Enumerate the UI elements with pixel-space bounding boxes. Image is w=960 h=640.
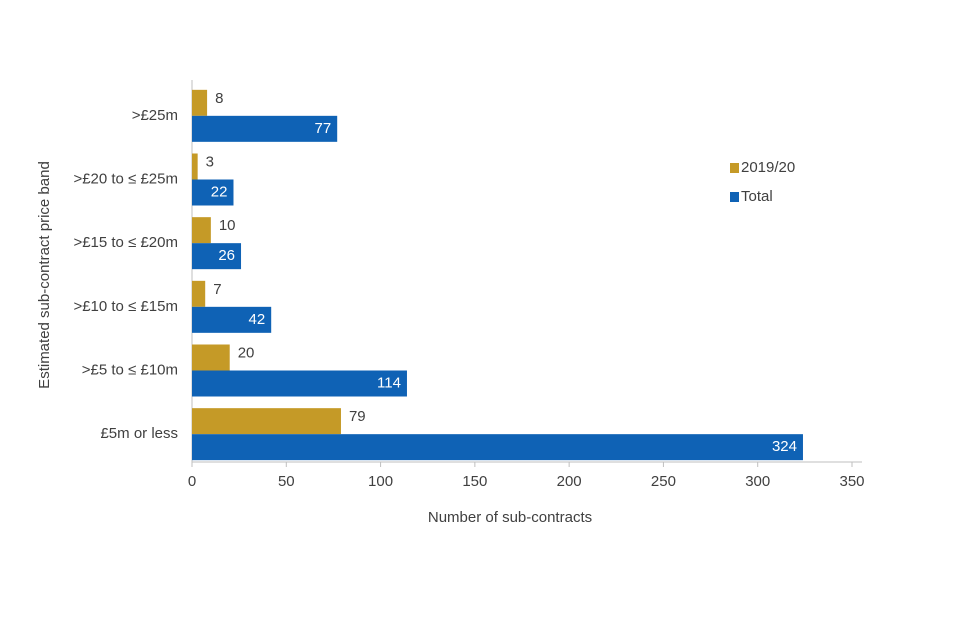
- bar: [192, 179, 234, 206]
- y-axis-label: Estimated sub-contract price band: [36, 161, 53, 389]
- bar: [192, 153, 198, 180]
- x-tick-label: 50: [278, 473, 295, 490]
- y-tick-label: >£5 to ≤ £10m: [82, 361, 178, 378]
- value-label: 26: [218, 247, 235, 264]
- legend-label: Total: [741, 188, 773, 205]
- value-label: 20: [238, 344, 255, 361]
- value-label: 3: [206, 153, 214, 170]
- bar: [192, 306, 272, 333]
- bar: [192, 243, 242, 270]
- x-axis-label: Number of sub-contracts: [428, 509, 592, 526]
- value-label: 7: [213, 281, 221, 298]
- value-label: 42: [249, 311, 266, 328]
- value-label: 324: [772, 438, 797, 455]
- value-label: 8: [215, 90, 223, 107]
- bar: [192, 280, 206, 307]
- y-tick-label: £5m or less: [100, 425, 178, 442]
- x-tick-label: 0: [188, 473, 196, 490]
- value-label: 114: [377, 374, 401, 391]
- value-label: 77: [315, 120, 332, 137]
- bar: [192, 434, 803, 461]
- bar: [192, 115, 338, 142]
- legend-swatch: [730, 163, 739, 173]
- bar: [192, 344, 230, 371]
- bar: [192, 370, 407, 397]
- legend-swatch: [730, 192, 739, 202]
- y-tick-label: >£25m: [132, 107, 178, 124]
- x-tick-label: 150: [462, 473, 487, 490]
- y-tick-label: >£20 to ≤ £25m: [73, 170, 178, 187]
- value-label: 10: [219, 217, 236, 234]
- bar: [192, 217, 211, 244]
- value-label: 79: [349, 408, 366, 425]
- value-label: 22: [211, 183, 228, 200]
- x-tick-label: 300: [745, 473, 770, 490]
- x-tick-label: 250: [651, 473, 676, 490]
- x-tick-label: 350: [839, 473, 864, 490]
- y-tick-label: >£10 to ≤ £15m: [73, 298, 178, 315]
- legend-label: 2019/20: [741, 159, 795, 176]
- x-tick-label: 200: [557, 473, 582, 490]
- bar: [192, 408, 341, 435]
- bar: [192, 89, 208, 116]
- y-tick-label: >£15 to ≤ £20m: [73, 234, 178, 251]
- x-tick-label: 100: [368, 473, 393, 490]
